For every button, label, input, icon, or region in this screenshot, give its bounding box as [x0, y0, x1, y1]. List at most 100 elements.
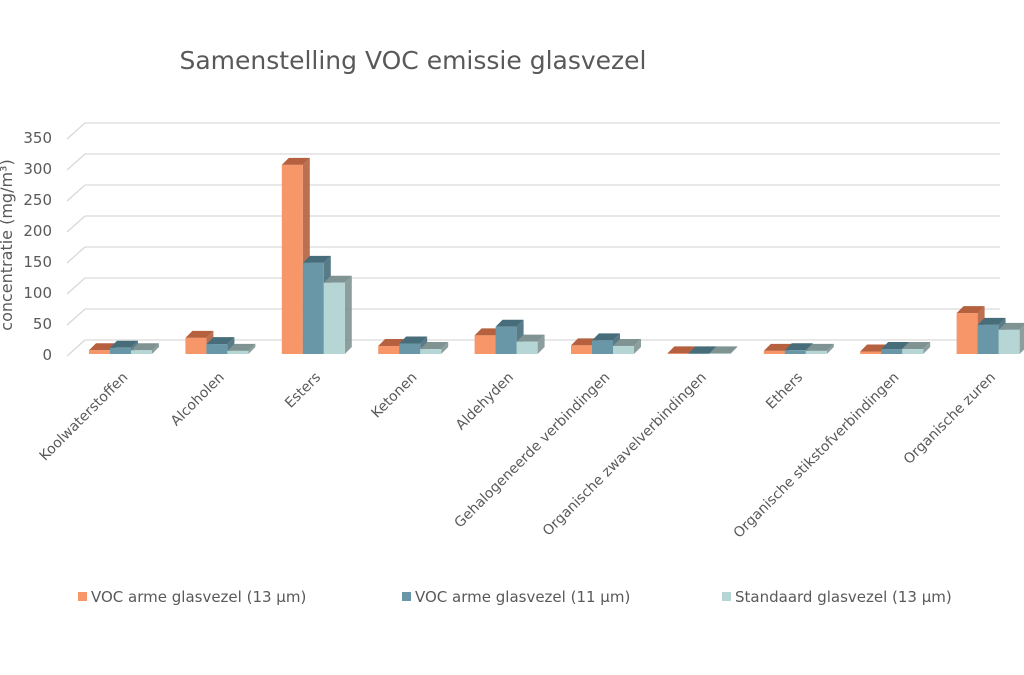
bar-top [206, 337, 235, 345]
bar-2-0 [131, 343, 159, 354]
bar-top [495, 319, 524, 327]
bar-top [613, 338, 641, 346]
bar-front [688, 353, 710, 354]
gridline-depth [66, 277, 86, 295]
bar-top [805, 343, 834, 351]
bar-top [956, 306, 985, 314]
bar-front [206, 344, 228, 354]
x-tick-label: Koolwaterstoffen [37, 370, 132, 465]
bar-front [323, 282, 345, 354]
bar-front [956, 313, 978, 354]
bar-top [110, 340, 138, 348]
bar-top [516, 334, 545, 342]
bar-front [860, 351, 882, 354]
bar-front [399, 343, 421, 354]
bar-front [474, 335, 496, 354]
bar-front [302, 262, 324, 354]
bar-front [378, 345, 400, 354]
bar-2-5 [613, 338, 641, 354]
legend-swatch [402, 592, 411, 601]
bar-top [902, 342, 931, 350]
bar-front [110, 347, 131, 354]
gridline-depth [66, 184, 86, 202]
bar-side [1019, 325, 1024, 354]
y-axis-label: concentratie (mg/m³) [0, 159, 16, 330]
bar-top [302, 255, 331, 263]
y-tick-label: 100 [23, 284, 52, 302]
bar-top [227, 343, 256, 351]
bar-front [571, 345, 592, 354]
bar-side [923, 342, 931, 354]
bar-front [977, 324, 999, 354]
bar-front [667, 353, 689, 354]
y-tick-label: 350 [23, 129, 52, 147]
x-tick-label: Organische stikstofverbindingen [731, 370, 903, 542]
bar-front [281, 164, 303, 354]
bar-front [998, 329, 1020, 354]
bar-front [763, 350, 785, 354]
x-tick-label: Alcoholen [168, 370, 228, 430]
bar-side [248, 343, 256, 354]
bar-top [323, 275, 352, 283]
chart-title: Samenstelling VOC emissie glasvezel [179, 46, 646, 75]
bar-front [89, 350, 110, 354]
bar-top [709, 346, 738, 354]
legend-swatch [78, 592, 87, 601]
bar-side [826, 343, 834, 354]
bar-2-3 [420, 342, 449, 354]
bar-side [730, 346, 738, 354]
bar-front [592, 340, 613, 354]
bar-side [344, 275, 352, 354]
bar-front [613, 345, 634, 354]
bar-top [281, 157, 310, 165]
bar-front [881, 349, 903, 354]
bar-top [998, 322, 1024, 330]
bar-front [516, 341, 538, 354]
gridline-depth [66, 122, 86, 140]
y-tick-label: 200 [23, 222, 52, 240]
bar-top [881, 342, 910, 350]
bar-2-9 [998, 322, 1024, 354]
bar-top [688, 346, 717, 354]
bar-2-4 [516, 334, 545, 354]
bar-front [131, 350, 152, 354]
bar-side [441, 342, 449, 354]
bar-top [131, 343, 159, 351]
gridline-depth [66, 246, 86, 264]
bar-2-6 [709, 346, 738, 354]
legend-label: Standaard glasvezel (13 µm) [735, 588, 952, 606]
legend-label: VOC arme glasvezel (11 µm) [415, 588, 630, 606]
bar-front [495, 326, 517, 354]
bar-top [420, 342, 449, 350]
bar-top [592, 333, 620, 341]
bar-2-7 [805, 343, 834, 354]
y-tick-label: 300 [23, 160, 52, 178]
legend-swatch [722, 592, 731, 601]
bar-top [667, 346, 696, 354]
bar-front [420, 349, 442, 354]
gridline-depth [66, 215, 86, 233]
bar-2-8 [902, 342, 931, 354]
y-tick-label: 150 [23, 253, 52, 271]
y-tick-label: 250 [23, 191, 52, 209]
bar-top [185, 330, 214, 338]
gridline-depth [66, 339, 86, 357]
x-tick-label: Organische zuren [901, 370, 999, 468]
bar-front [805, 350, 827, 354]
x-tick-label: Ketonen [369, 370, 421, 422]
x-tick-label: Aldehyden [453, 370, 517, 434]
bar-side [537, 334, 545, 354]
bar-side [152, 343, 159, 354]
x-tick-label: Esters [282, 370, 324, 412]
bar-top [784, 343, 813, 351]
bar-top [977, 317, 1006, 325]
bar-front [902, 349, 924, 354]
bar-2-1 [227, 343, 256, 354]
legend-label: VOC arme glasvezel (13 µm) [91, 588, 306, 606]
gridline-depth [66, 308, 86, 326]
bar-front [227, 350, 249, 354]
bar-top [763, 343, 792, 351]
bar-2-2 [323, 275, 352, 354]
x-tick-label: Gehalogeneerde verbindingen [452, 370, 614, 532]
